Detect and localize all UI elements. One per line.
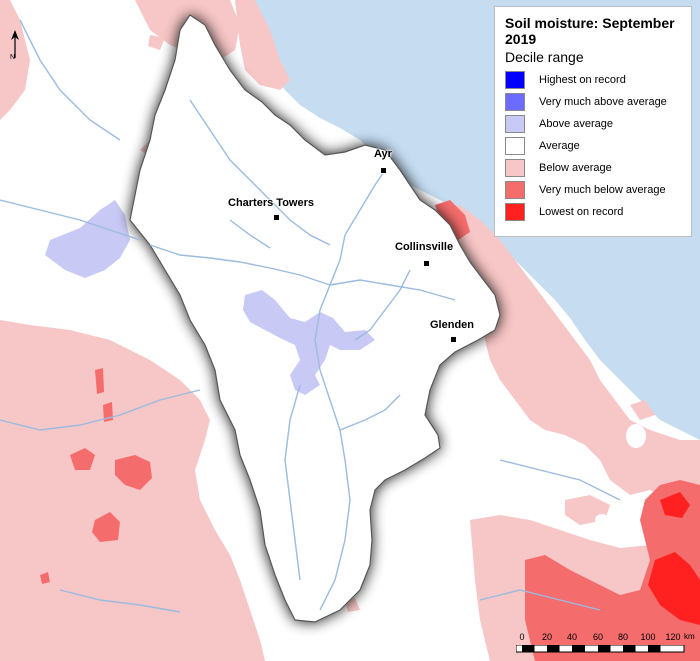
legend-swatch-above [505, 115, 525, 133]
above-average-regions-basin [243, 290, 375, 395]
legend-item: Very much below average [505, 179, 683, 201]
legend-swatch-lowest [505, 203, 525, 221]
town-marker-charters-towers [273, 214, 280, 221]
town-label-ayr: Ayr [374, 148, 392, 160]
legend-label: Very much below average [539, 184, 666, 196]
north-arrow-icon [11, 30, 19, 58]
town-label-glenden: Glenden [430, 319, 475, 331]
legend-swatch-very-much-below [505, 181, 525, 199]
town-marker-glenden [450, 336, 457, 343]
legend-item: Highest on record [505, 69, 683, 91]
legend-label: Highest on record [539, 74, 626, 86]
legend-label: Below average [539, 162, 612, 174]
town-label-collinsville: Collinsville [395, 241, 454, 253]
legend-item: Lowest on record [505, 201, 683, 223]
north-label: N [10, 54, 16, 61]
scale-tick-label: 20 [541, 632, 553, 642]
legend-title: Soil moisture: September 2019 [505, 15, 675, 47]
scale-unit: km [684, 632, 695, 641]
legend-item: Very much above average [505, 91, 683, 113]
scale-bar: 0 20 40 60 80 100 120 km [516, 632, 696, 656]
scale-tick-label: 0 [519, 632, 525, 642]
legend-label: Average [539, 140, 580, 152]
legend-subtitle: Decile range [505, 49, 584, 65]
legend-label: Very much above average [539, 96, 667, 108]
scale-tick-label: 80 [617, 632, 629, 642]
lowest-on-record-regions [648, 492, 700, 625]
legend-swatch-average [505, 137, 525, 155]
legend-label: Above average [539, 118, 613, 130]
legend-swatch-below [505, 159, 525, 177]
legend-item: Average [505, 135, 683, 157]
legend-swatch-very-much-above [505, 93, 525, 111]
town-marker-collinsville [423, 260, 430, 267]
legend-item: Above average [505, 113, 683, 135]
legend-swatch-highest [505, 71, 525, 89]
legend: Soil moisture: September 2019 Decile ran… [494, 6, 692, 237]
town-label-charters-towers: Charters Towers [228, 197, 314, 209]
scale-tick-label: 120 [665, 632, 681, 642]
very-much-below-average-regions [40, 200, 700, 661]
legend-item: Below average [505, 157, 683, 179]
town-marker-ayr [380, 167, 387, 174]
scale-tick-label: 60 [592, 632, 604, 642]
unshaded-patches [595, 424, 646, 526]
scale-bar-graphic [516, 645, 685, 653]
river-network [0, 19, 621, 613]
scale-tick-label: 100 [640, 632, 656, 642]
legend-label: Lowest on record [539, 206, 624, 218]
scale-tick-label: 40 [566, 632, 578, 642]
